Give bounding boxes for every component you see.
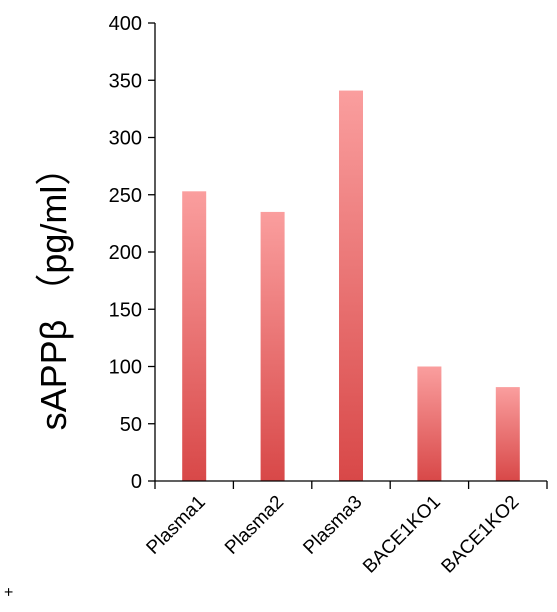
x-category-label: Plasma3 — [299, 492, 366, 559]
x-category-label: BACE1KO2 — [438, 492, 524, 578]
y-axis-label: sAPPβ （pg/ml） — [33, 150, 74, 431]
bar-plasma2 — [260, 211, 285, 482]
y-tick-label: 350 — [109, 70, 142, 92]
y-tick-label: 200 — [109, 242, 142, 264]
y-axis: 0 50 100 150 200 250 300 350 400 — [109, 13, 156, 493]
y-tick-label: 50 — [120, 414, 142, 436]
y-tick-label: 400 — [109, 13, 142, 35]
edge-text-fragment: + — [1, 587, 18, 596]
bar-bace1ko1 — [417, 366, 442, 481]
x-category-label: Plasma2 — [221, 492, 288, 559]
bar-plasma1 — [182, 191, 207, 481]
y-tick-label: 100 — [109, 357, 142, 379]
y-tick-label: 250 — [109, 185, 142, 207]
x-category-label: BACE1KO1 — [359, 492, 445, 578]
bars — [182, 90, 520, 482]
bar-bace1ko2 — [495, 387, 520, 481]
y-tick-label: 0 — [131, 471, 142, 493]
y-tick-label: 150 — [109, 299, 142, 321]
y-tick-label: 300 — [109, 128, 142, 150]
bar-plasma3 — [339, 90, 363, 482]
x-category-label: Plasma1 — [143, 492, 210, 559]
